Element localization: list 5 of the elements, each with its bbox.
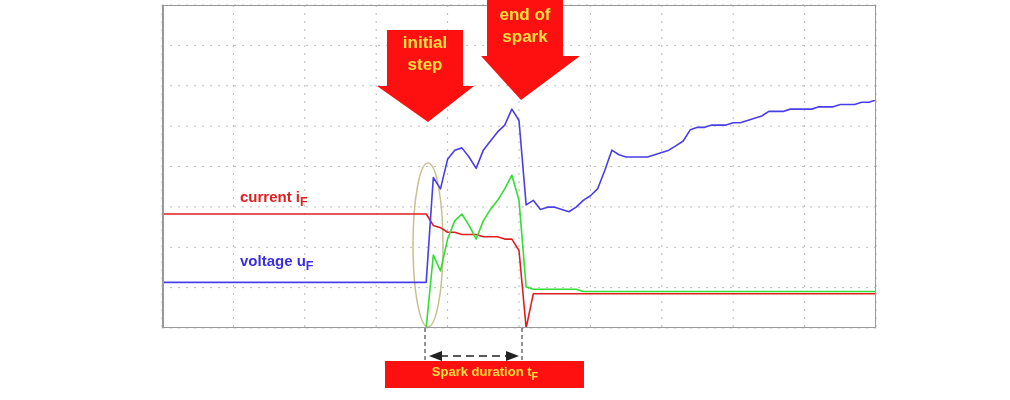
annotation: current i$_{F}$ bbox=[240, 188, 308, 209]
text: Spark duration t$_{F}$ bbox=[430, 364, 540, 382]
text: end of spark bbox=[498, 4, 552, 48]
annotation: voltage u$_{F}$ bbox=[240, 252, 314, 273]
text: initial step bbox=[401, 32, 449, 76]
